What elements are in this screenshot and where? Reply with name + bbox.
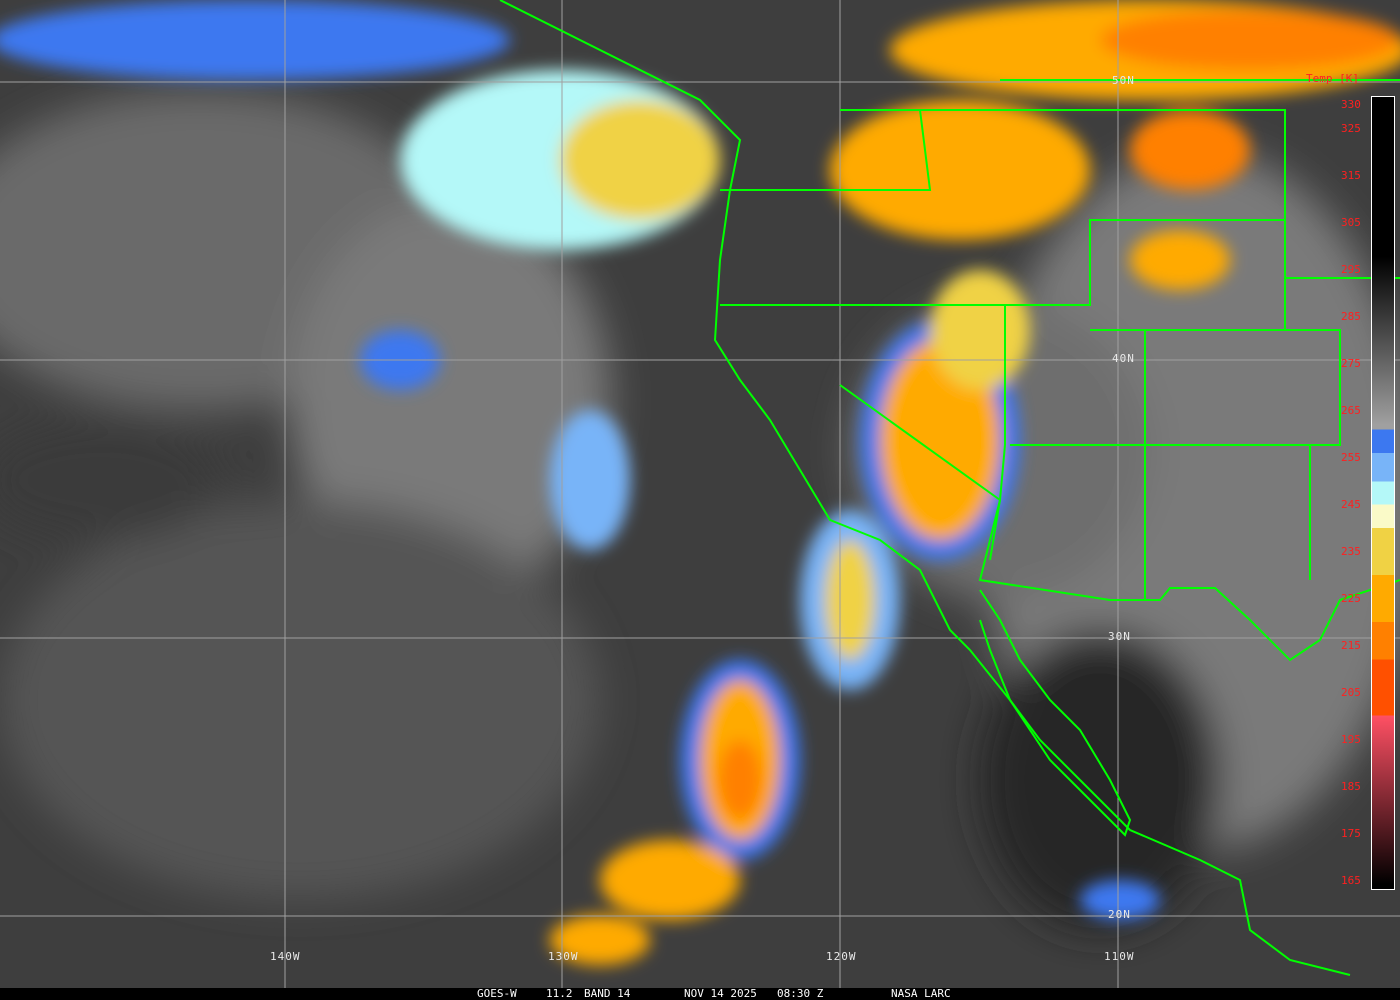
- colorbar-tick-label: 205: [1341, 685, 1361, 699]
- cold-cloud-tops: [0, 0, 1400, 965]
- lon-label: 120W: [826, 950, 857, 963]
- colorbar-tick-label: 255: [1341, 450, 1361, 464]
- colorbar-tick-label: 245: [1341, 497, 1361, 511]
- colorbar-tick-label: 330: [1341, 98, 1361, 112]
- colorbar-title: Temp [K]: [1306, 72, 1359, 85]
- lat-label: 20N: [1108, 908, 1131, 921]
- colorbar-tick-label: 265: [1341, 403, 1361, 417]
- colorbar: [1371, 96, 1395, 890]
- political-borders: [499, 0, 1400, 976]
- colorbar-tick-label: 325: [1341, 121, 1361, 135]
- colorbar-tick-label: 225: [1341, 591, 1361, 605]
- colorbar-tick-label: 295: [1341, 262, 1361, 276]
- time: 08:30 Z: [777, 987, 824, 1000]
- colorbar-tick-label: 195: [1341, 732, 1361, 746]
- colorbar-tick-label: 235: [1341, 544, 1361, 558]
- lon-label: 140W: [270, 950, 301, 963]
- satellite-name: GOES-W: [477, 987, 517, 1000]
- lat-label: 40N: [1112, 352, 1135, 365]
- lat-label: 30N: [1108, 630, 1131, 643]
- colorbar-tick-label: 175: [1341, 826, 1361, 840]
- lon-label: 110W: [1104, 950, 1135, 963]
- channel: 11.2: [546, 987, 573, 1000]
- image-caption: GOES-W 11.2 BAND 14 NOV 14 2025 08:30 Z …: [0, 988, 1400, 1000]
- colorbar-tick-label: 305: [1341, 215, 1361, 229]
- colorbar-tick-label: 315: [1341, 168, 1361, 182]
- colorbar-tick-label: 285: [1341, 309, 1361, 323]
- band: BAND 14: [584, 987, 631, 1000]
- source: NASA LARC: [891, 987, 951, 1000]
- lon-label: 130W: [548, 950, 579, 963]
- colorbar-tick-label: 275: [1341, 356, 1361, 370]
- lat-label: 50N: [1112, 74, 1135, 87]
- colorbar-tick-label: 165: [1341, 873, 1361, 887]
- date: NOV 14 2025: [684, 987, 757, 1000]
- colorbar-tick-label: 185: [1341, 779, 1361, 793]
- colorbar-tick-label: 215: [1341, 638, 1361, 652]
